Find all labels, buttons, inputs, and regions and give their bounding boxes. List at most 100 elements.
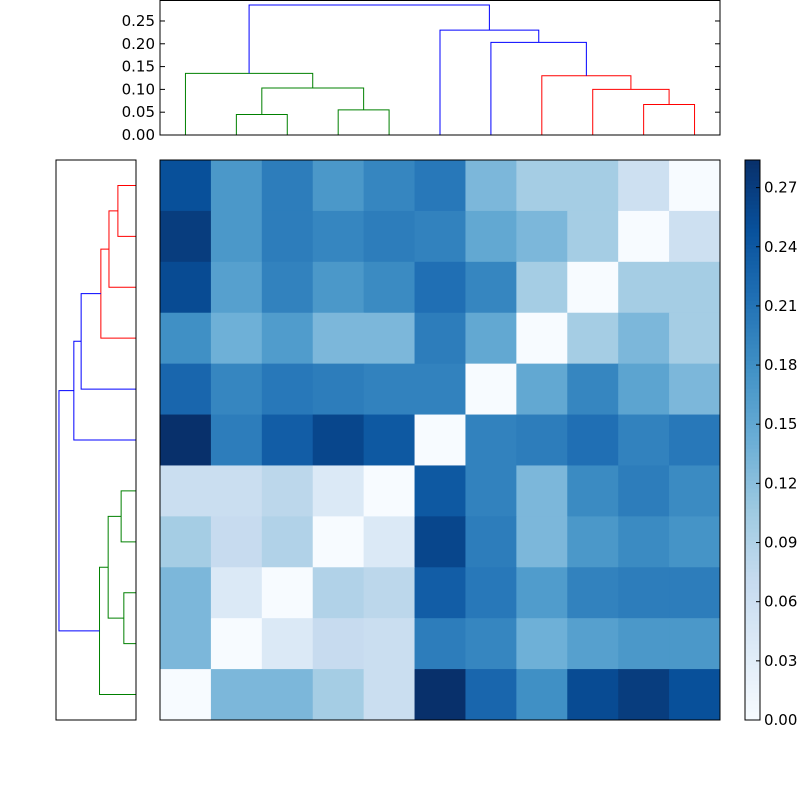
colorbar-segment xyxy=(745,200,760,205)
colorbar-segment xyxy=(745,628,760,633)
colorbar-tick-label: 0.12 xyxy=(764,474,797,492)
heatmap-cell xyxy=(669,516,721,568)
colorbar-segment xyxy=(745,480,760,485)
heatmap-cell xyxy=(414,160,466,212)
colorbar-segment xyxy=(745,680,760,685)
colorbar-segment xyxy=(745,512,760,517)
colorbar-segment xyxy=(745,328,760,333)
heatmap-frame xyxy=(159,159,721,721)
colorbar-segment xyxy=(745,304,760,309)
heatmap-cell xyxy=(567,363,619,416)
heatmap-cell xyxy=(516,567,568,619)
colorbar-segment xyxy=(745,460,760,465)
colorbar-segment xyxy=(745,420,760,425)
colorbar-segment xyxy=(745,348,760,353)
heatmap-cell xyxy=(465,669,517,721)
colorbar-segment xyxy=(745,664,760,669)
colorbar-segment xyxy=(745,256,760,261)
colorbar-segment xyxy=(745,168,760,173)
heatmap-cell xyxy=(567,210,619,263)
colorbar-segment xyxy=(745,668,760,673)
heatmap-cell xyxy=(363,465,416,517)
heatmap-cell xyxy=(363,516,416,568)
colorbar-segment xyxy=(745,324,760,329)
heatmap-cell xyxy=(312,261,365,314)
heatmap-cell xyxy=(516,516,568,568)
colorbar-tick-label: 0.27 xyxy=(764,179,797,197)
heatmap-cell xyxy=(567,669,619,721)
colorbar-segment xyxy=(745,424,760,429)
heatmap-cell xyxy=(312,516,365,568)
heatmap-cell xyxy=(160,160,212,212)
colorbar-segment xyxy=(745,288,760,293)
heatmap-cell xyxy=(312,669,365,721)
left-dendrogram-link xyxy=(80,293,136,390)
heatmap-cell xyxy=(414,261,466,314)
colorbar-segment xyxy=(745,440,760,445)
heatmap-cell xyxy=(465,465,517,517)
heatmap-cell xyxy=(160,618,212,670)
left-dendrogram-link xyxy=(117,184,136,237)
colorbar-segment xyxy=(745,164,760,169)
colorbar-segment xyxy=(745,216,760,221)
heatmap-cell xyxy=(516,160,568,212)
heatmap-cell xyxy=(210,669,263,721)
colorbar-segment xyxy=(745,488,760,493)
top-dendrogram-tick-label: 0.20 xyxy=(122,35,155,53)
colorbar-segment xyxy=(745,180,760,185)
heatmap-cell xyxy=(414,669,466,721)
colorbar-segment xyxy=(745,336,760,341)
colorbar-segment xyxy=(745,428,760,433)
colorbar-segment xyxy=(745,292,760,297)
colorbar-segment xyxy=(745,520,760,525)
colorbar-segment xyxy=(745,472,760,477)
left-dendrogram-frame xyxy=(55,159,137,721)
heatmap-cell xyxy=(363,618,416,670)
colorbar-segment xyxy=(745,468,760,473)
colorbar-segment xyxy=(745,692,760,697)
heatmap-cell xyxy=(618,363,670,416)
top-dendrogram-link xyxy=(337,109,390,135)
colorbar-tick-label: 0.03 xyxy=(764,652,797,670)
left-dendrogram-link xyxy=(108,210,136,288)
colorbar-segment xyxy=(745,432,760,437)
heatmap-cell xyxy=(261,618,314,670)
heatmap-cell xyxy=(669,210,721,263)
heatmap-cell xyxy=(414,210,466,263)
colorbar-segment xyxy=(745,184,760,189)
colorbar-tick-label: 0.15 xyxy=(764,415,797,433)
colorbar-segment xyxy=(745,208,760,213)
heatmap-cell xyxy=(160,363,212,416)
heatmap-cell xyxy=(618,465,670,517)
colorbar-segment xyxy=(745,376,760,381)
colorbar-segment xyxy=(745,644,760,649)
colorbar-segment xyxy=(745,716,760,721)
heatmap-cell xyxy=(669,363,721,416)
colorbar-segment xyxy=(745,696,760,701)
colorbar-segment xyxy=(745,188,760,193)
heatmap-cell xyxy=(618,618,670,670)
colorbar-segment xyxy=(745,260,760,265)
colorbar-segment xyxy=(745,604,760,609)
colorbar-segment xyxy=(745,388,760,393)
colorbar-segment xyxy=(745,356,760,361)
colorbar-segment xyxy=(745,452,760,457)
colorbar-segment xyxy=(745,612,760,617)
left-dendrogram-link xyxy=(100,248,136,339)
heatmap-cell xyxy=(160,465,212,517)
colorbar-segment xyxy=(745,280,760,285)
heatmap-cell xyxy=(618,261,670,314)
heatmap-cell xyxy=(210,465,263,517)
top-dendrogram-tick-label: 0.00 xyxy=(122,126,155,144)
colorbar-tick-label: 0.24 xyxy=(764,238,797,256)
colorbar-segment xyxy=(745,300,760,305)
colorbar-segment xyxy=(745,492,760,497)
heatmap-cell xyxy=(516,210,568,263)
colorbar-segment xyxy=(745,532,760,537)
colorbar-segment xyxy=(745,712,760,717)
heatmap-cell xyxy=(414,312,466,365)
colorbar-segment xyxy=(745,556,760,561)
colorbar-segment xyxy=(745,464,760,469)
colorbar-segment xyxy=(745,384,760,389)
